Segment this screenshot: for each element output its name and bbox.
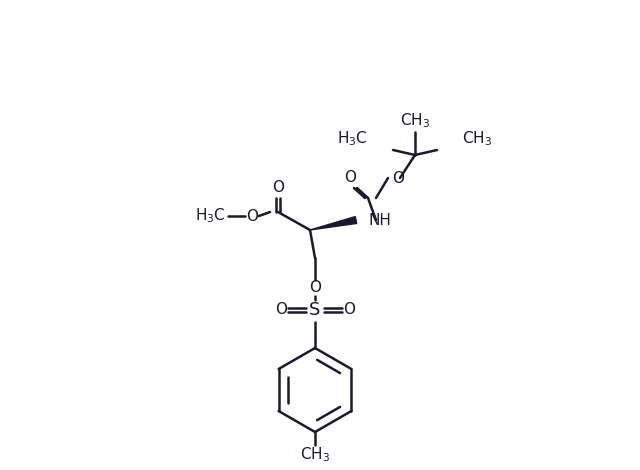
Polygon shape	[310, 217, 356, 230]
Text: H$_3$C: H$_3$C	[195, 207, 225, 225]
Text: O: O	[344, 170, 356, 185]
Text: CH$_3$: CH$_3$	[300, 446, 330, 464]
Text: H$_3$C: H$_3$C	[337, 130, 368, 149]
Text: O: O	[246, 209, 258, 224]
Text: O: O	[392, 171, 404, 186]
Text: CH$_3$: CH$_3$	[400, 112, 430, 130]
Text: O: O	[309, 281, 321, 296]
Text: O: O	[272, 180, 284, 195]
Text: S: S	[309, 301, 321, 319]
Text: O: O	[343, 303, 355, 318]
Text: NH: NH	[368, 212, 391, 227]
Text: O: O	[275, 303, 287, 318]
Text: CH$_3$: CH$_3$	[462, 130, 492, 149]
